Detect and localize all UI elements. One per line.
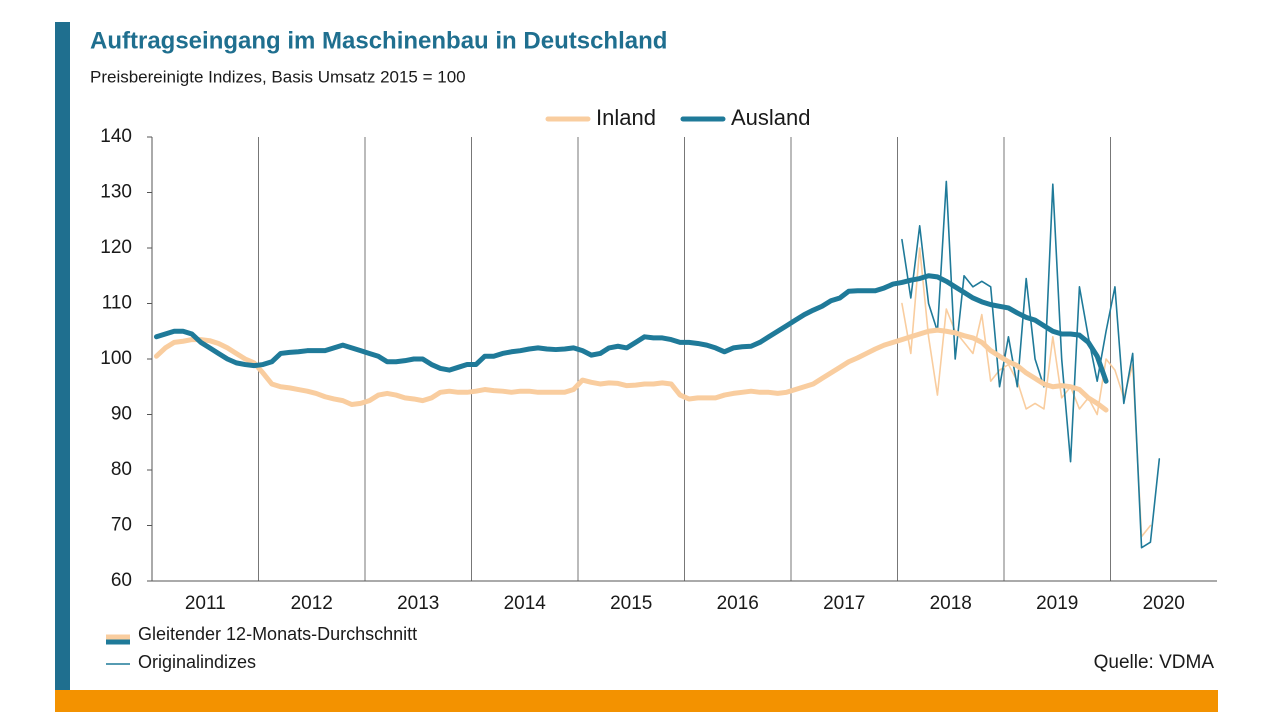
y-tick-label: 140 — [100, 126, 132, 147]
chart-subtitle: Preisbereinigte Indizes, Basis Umsatz 20… — [90, 67, 466, 86]
legend-label: Ausland — [731, 105, 811, 130]
x-tick-label: 2016 — [717, 593, 759, 614]
y-tick-label: 90 — [111, 404, 132, 425]
original-line — [901, 247, 1152, 538]
legend-style-label: Gleitender 12-Monats-Durchschnitt — [138, 624, 417, 644]
x-tick-label: 2019 — [1036, 593, 1078, 614]
chart-title: Auftragseingang im Maschinenbau in Deuts… — [90, 27, 667, 54]
y-tick-label: 80 — [111, 459, 132, 480]
x-tick-label: 2018 — [930, 593, 972, 614]
y-tick-label: 130 — [100, 182, 132, 203]
x-tick-label: 2012 — [291, 593, 333, 614]
y-tick-label: 110 — [102, 293, 132, 314]
average-line — [153, 327, 1109, 413]
average-line — [153, 273, 1109, 384]
y-tick-label: 100 — [100, 348, 132, 369]
source: Quelle: VDMA — [1094, 652, 1215, 673]
legend-label: Inland — [596, 105, 656, 130]
x-tick-label: 2013 — [397, 593, 439, 614]
left-accent-bar — [55, 22, 70, 690]
y-tick-label: 60 — [111, 570, 132, 591]
x-tick-label: 2014 — [504, 593, 547, 614]
y-tick-label: 70 — [111, 515, 132, 536]
bottom-accent-bar — [55, 690, 1218, 712]
y-tick-label: 120 — [100, 237, 132, 258]
x-tick-label: 2017 — [823, 593, 865, 614]
x-tick-label: 2020 — [1143, 593, 1185, 614]
x-tick-label: 2015 — [610, 593, 652, 614]
x-tick-label: 2011 — [185, 593, 226, 614]
legend-style-label: Originalindizes — [138, 652, 256, 672]
